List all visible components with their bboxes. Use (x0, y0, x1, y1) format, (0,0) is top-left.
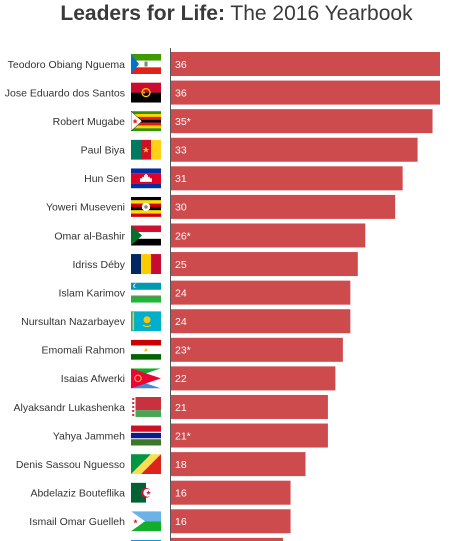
category-label: Jose Eduardo dos Santos (5, 87, 125, 99)
bar (171, 52, 440, 76)
category-label: Emomali Rahmon (42, 345, 126, 357)
chad-flag (131, 254, 161, 275)
value-label: 36 (175, 59, 187, 71)
angola-flag (131, 82, 161, 103)
bar (171, 452, 306, 477)
bar (171, 509, 291, 534)
category-label: Abdelaziz Bouteflika (30, 488, 125, 500)
value-label: 35* (175, 116, 191, 128)
category-label: Isaias Afwerki (61, 373, 125, 385)
djibouti-flag (131, 511, 161, 532)
category-label: Robert Mugabe (53, 116, 126, 128)
bar (171, 366, 336, 391)
uganda-flag (131, 196, 161, 217)
value-label: 21* (175, 430, 191, 442)
cambodia-flag (131, 168, 161, 189)
bar (171, 309, 351, 334)
bar (171, 280, 351, 305)
gambia-flag (131, 425, 161, 446)
value-label: 31 (175, 173, 187, 185)
value-label: 21 (175, 402, 187, 414)
chart-title-rest: The 2016 Yearbook (224, 2, 413, 25)
value-label: 16 (175, 516, 187, 528)
category-label: Yoweri Museveni (46, 202, 125, 214)
category-label: Nursultan Nazarbayev (21, 316, 126, 328)
category-label: Denis Sassou Nguesso (16, 459, 125, 471)
bar (171, 252, 358, 277)
category-label: Alyaksandr Lukashenka (14, 402, 126, 414)
category-label: Teodoro Obiang Nguema (8, 59, 125, 71)
zimbabwe-flag (131, 111, 161, 132)
bar (171, 166, 403, 191)
bar (171, 394, 328, 419)
kazakhstan-flag (131, 311, 161, 332)
rwanda-flag (131, 539, 161, 541)
tajikistan-flag (131, 339, 161, 360)
value-label: 23* (175, 345, 191, 357)
chart-rows: Teodoro Obiang Nguema 36 Jose Eduardo dos … (5, 52, 440, 541)
congo-flag (131, 454, 161, 475)
value-label: 16 (175, 488, 187, 500)
value-label: 25 (175, 259, 187, 271)
chart-title: Leaders for Life: The 2016 Yearbook (0, 0, 473, 28)
uzbekistan-flag (131, 282, 161, 303)
bar (171, 137, 418, 162)
eritrea-flag (131, 368, 161, 389)
cameroon-flag (131, 139, 161, 160)
category-label: Paul Biya (81, 145, 126, 157)
bar (171, 80, 440, 105)
value-label: 22 (175, 373, 187, 385)
value-label: 24 (175, 287, 187, 299)
bar (171, 337, 343, 362)
category-label: Hun Sen (84, 173, 125, 185)
category-label: Islam Karimov (58, 287, 125, 299)
bar (171, 223, 366, 248)
value-label: 24 (175, 316, 187, 328)
category-label: Idriss Déby (72, 259, 125, 271)
value-label: 26* (175, 230, 191, 242)
category-label: Omar al-Bashir (54, 230, 125, 242)
value-label: 30 (175, 202, 187, 214)
bar (171, 109, 433, 134)
category-label: Ismail Omar Guelleh (29, 516, 125, 528)
bar (171, 480, 291, 505)
equatorial-guinea-flag (131, 54, 161, 74)
bar (171, 194, 396, 219)
bar (171, 423, 328, 448)
value-label: 33 (175, 145, 187, 157)
category-label: Yahya Jammeh (53, 430, 125, 442)
value-label: 36 (175, 87, 187, 99)
value-label: 18 (175, 459, 187, 471)
algeria-flag (131, 482, 161, 503)
chart-title-bold: Leaders for Life: (60, 2, 225, 25)
sudan-flag (131, 225, 161, 246)
belarus-flag (131, 396, 161, 417)
bar (171, 537, 284, 541)
